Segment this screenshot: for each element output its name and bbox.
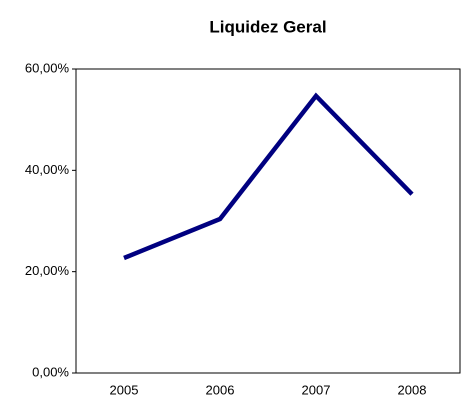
y-tick-label: 20,00% xyxy=(25,263,70,278)
y-tick-label: 0,00% xyxy=(32,364,69,379)
chart-title: Liquidez Geral xyxy=(209,17,326,36)
data-line xyxy=(123,92,414,261)
x-tick-label: 2007 xyxy=(302,382,331,397)
x-tick-label: 2006 xyxy=(206,382,235,397)
y-tick-label: 60,00% xyxy=(25,60,70,75)
plot-frame xyxy=(75,68,461,374)
x-tick-label: 2008 xyxy=(398,382,427,397)
x-tick-label: 2005 xyxy=(110,382,139,397)
y-tick-label: 40,00% xyxy=(25,162,70,177)
